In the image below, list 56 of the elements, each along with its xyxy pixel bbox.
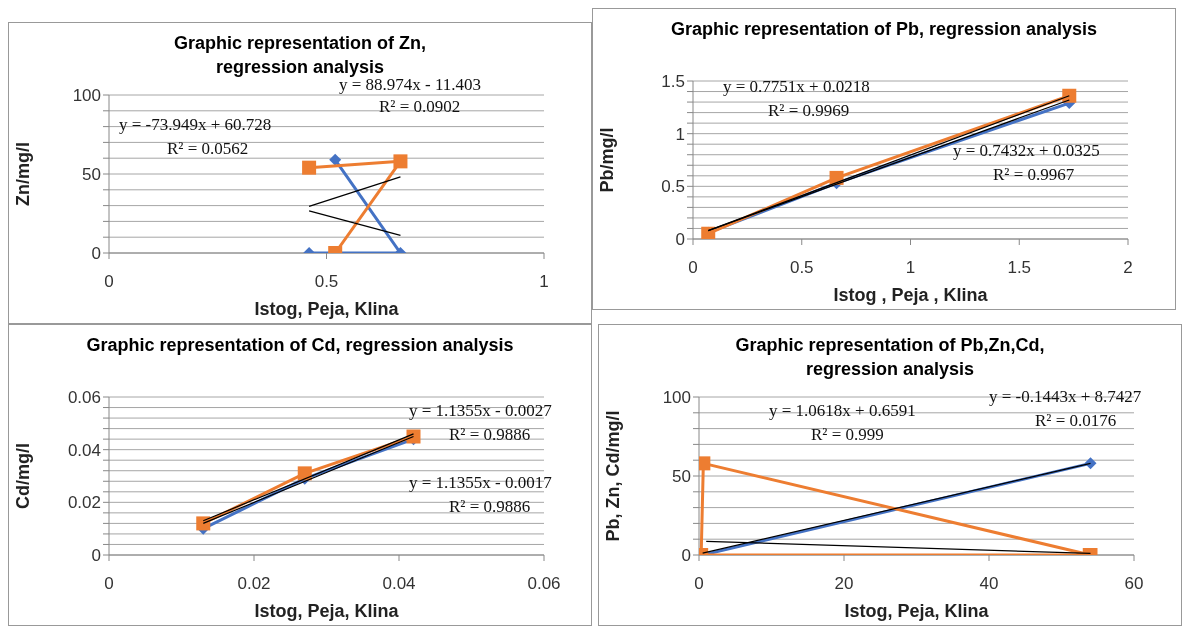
y-tick-label: 1.5 <box>661 72 685 92</box>
x-tick-label: 20 <box>834 574 854 594</box>
annotation: R² = 0.9886 <box>449 425 531 445</box>
annotation: R² = 0.0562 <box>167 139 249 159</box>
annotation: y = 1.0618x + 0.6591 <box>769 401 916 421</box>
chart-title: Graphic representation of Cd, regression analysis <box>85 334 515 357</box>
chart-title: Graphic representation of Pb,Zn,Cd, regression analysis <box>734 334 1046 381</box>
y-tick-label: 0 <box>91 244 101 264</box>
x-tick-label: 0.02 <box>237 574 271 594</box>
y-tick-label: 0.06 <box>67 388 101 408</box>
x-tick-label: 0.5 <box>789 258 814 278</box>
y-axis-title: Zn/mg/l <box>13 142 34 206</box>
annotation: y = -0.1443x + 8.7427 <box>989 387 1142 407</box>
y-axis-title: Pb, Zn, Cd/mg/l <box>603 410 624 542</box>
x-tick-label: 0.04 <box>382 574 416 594</box>
x-tick-label: 1 <box>539 272 549 292</box>
y-tick-label: 50 <box>82 165 101 185</box>
y-axis-title: Cd/mg/l <box>13 443 34 509</box>
y-tick-label: 0 <box>675 230 685 250</box>
x-tick-label: 2 <box>1123 258 1133 278</box>
x-tick-label: 1 <box>905 258 916 278</box>
x-tick-label: 60 <box>1124 574 1144 594</box>
x-axis-title: Istog, Peja, Klina <box>254 601 400 621</box>
y-tick-label: 0 <box>91 546 101 566</box>
annotation: R² = 0.9886 <box>449 497 531 517</box>
x-tick-label: 0 <box>694 574 704 594</box>
annotation: y = 0.7751x + 0.0218 <box>723 77 870 97</box>
x-tick-label: 0.06 <box>527 574 561 594</box>
chart-title: Graphic representation of Zn, regression analysis <box>172 32 427 79</box>
y-tick-label: 0.5 <box>661 177 685 197</box>
y-tick-label: 100 <box>662 388 691 408</box>
y-tick-label: 0.04 <box>67 440 101 460</box>
annotation: y = -73.949x + 60.728 <box>119 115 272 135</box>
y-tick-label: 0 <box>681 546 691 566</box>
annotation: y = 1.1355x - 0.0017 <box>409 473 552 493</box>
x-tick-label: 40 <box>979 574 999 594</box>
y-tick-label: 50 <box>672 467 691 487</box>
annotation: y = 0.7432x + 0.0325 <box>953 141 1100 161</box>
x-tick-label: 0 <box>104 574 114 594</box>
y-tick-label: 1 <box>675 124 685 144</box>
y-tick-label: 0.02 <box>67 493 101 513</box>
annotation: R² = 0.0902 <box>379 97 461 117</box>
x-axis-title: Istog, Peja, Klina <box>254 299 400 319</box>
annotation: R² = 0.999 <box>811 425 884 445</box>
y-axis-title: Pb/mg/l <box>597 127 618 193</box>
y-tick-label: 100 <box>72 86 101 106</box>
x-tick-label: 1.5 <box>1007 258 1032 278</box>
x-axis-title: Istog , Peja , Klina <box>833 285 989 305</box>
annotation: R² = 0.9967 <box>993 165 1075 185</box>
annotation: R² = 0.9969 <box>768 101 850 121</box>
annotation: y = 1.1355x - 0.0027 <box>409 401 552 421</box>
annotation: R² = 0.0176 <box>1035 411 1117 431</box>
x-tick-label: 0 <box>104 272 114 292</box>
chart-title: Graphic representation of Pb, regression analysis <box>669 18 1099 41</box>
x-axis-title: Istog, Peja, Klina <box>844 601 990 621</box>
x-tick-label: 0.5 <box>314 272 339 292</box>
